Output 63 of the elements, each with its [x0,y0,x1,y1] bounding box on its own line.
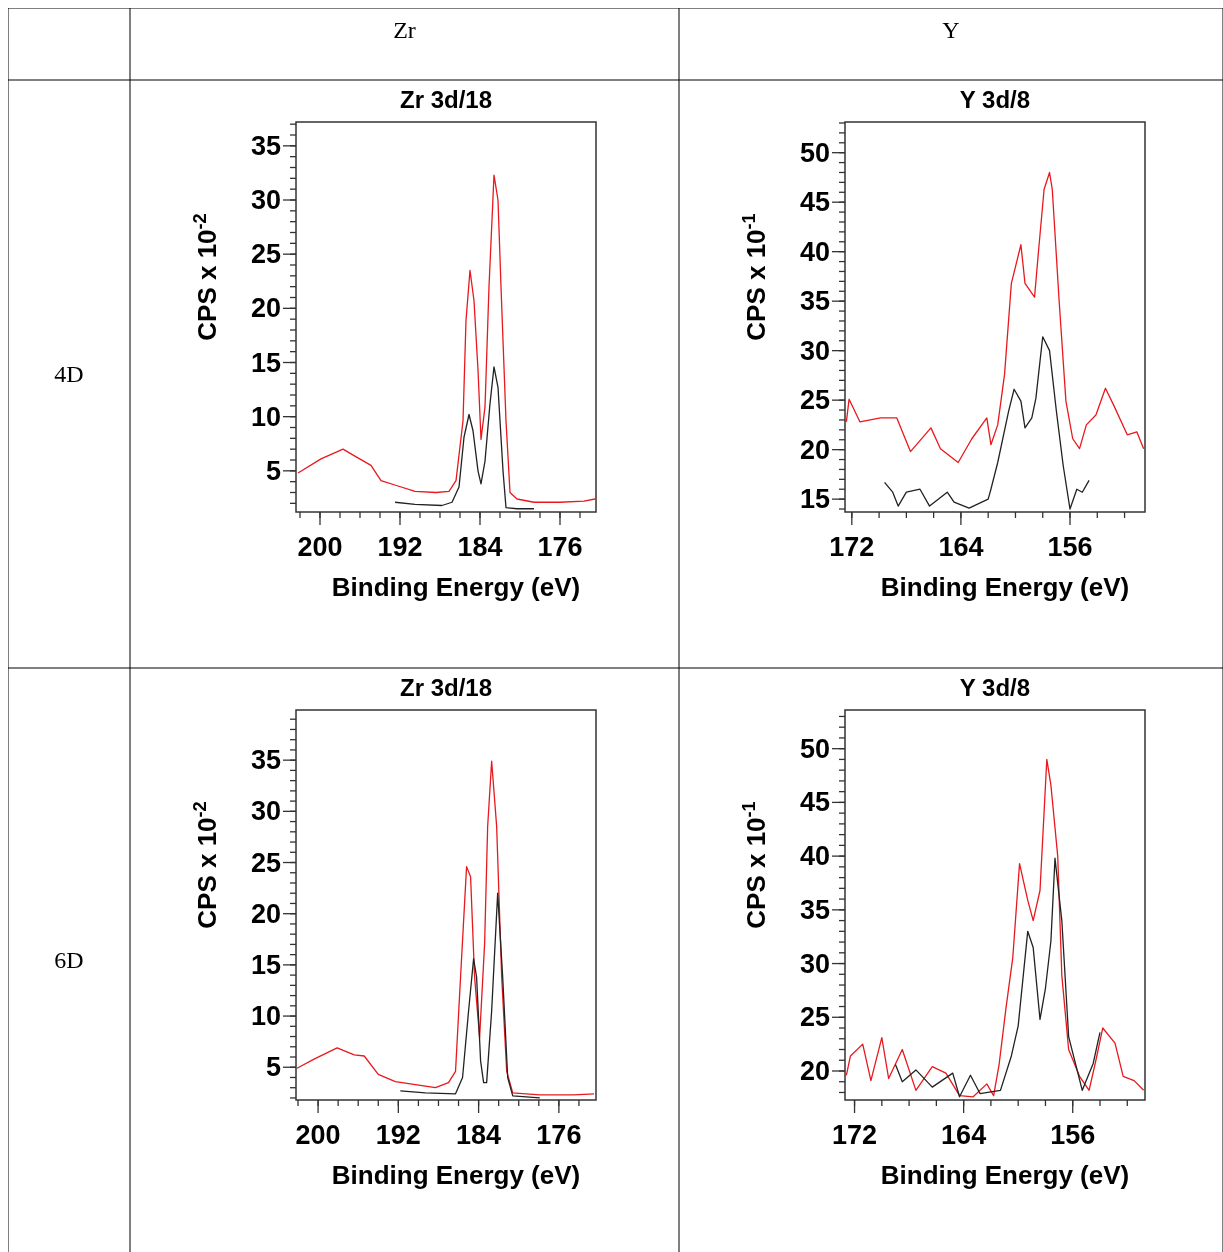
y-tick-label: 35 [799,286,830,317]
x-tick-label: 200 [295,1120,341,1150]
x-tick-label: 184 [457,532,503,562]
line-series [394,366,535,510]
y-tick-label: 10 [250,1001,281,1032]
x-tick-label: 164 [941,1120,987,1150]
y-tick-label: 45 [799,187,830,218]
y-tick-label: 15 [799,484,830,515]
y-tick-label: 50 [799,137,830,168]
y-tick-label: 40 [799,236,830,267]
x-tick-label: 200 [297,532,343,562]
y-tick-label: 30 [799,335,830,366]
y-tick-label: 20 [250,293,281,324]
chart-title: Y 3d/8 [959,86,1031,113]
x-axis-title: Binding Energy (eV) [331,1160,581,1190]
y-tick-label: 25 [250,239,281,270]
x-axis-title: Binding Energy (eV) [880,1160,1130,1190]
line-series [297,174,596,503]
y-tick-label: 40 [799,841,830,872]
y-tick-label: 10 [250,401,281,432]
line-series [296,760,595,1096]
line-series [399,892,541,1099]
y-tick-label: 30 [250,185,281,215]
x-tick-label: 184 [456,1120,502,1150]
line-series [845,758,1145,1098]
y-tick-label: 45 [799,787,830,818]
y-tick-label: 15 [250,949,281,980]
x-tick-label: 176 [536,1120,582,1150]
chart-title: Zr 3d/18 [399,86,493,113]
line-series [894,857,1101,1098]
y-tick-label: 25 [250,847,281,878]
x-tick-label: 164 [938,532,984,562]
y-tick-label: 20 [799,1055,830,1086]
y-tick-label: 35 [250,745,281,776]
y-tick-label: 5 [265,455,281,486]
x-tick-label: 172 [829,532,875,562]
x-tick-label: 192 [375,1120,421,1150]
y-tick-label: 50 [799,733,830,764]
x-axis-title: Binding Energy (eV) [331,572,581,602]
y-tick-label: 15 [250,347,281,378]
y-tick-label: 30 [250,796,281,827]
x-tick-label: 192 [377,532,423,562]
text: Y [942,17,960,43]
y-tick-label: 25 [799,385,830,416]
text: 6D [54,947,84,973]
x-tick-label: 156 [1050,1120,1096,1150]
x-tick-label: 176 [537,532,583,562]
x-axis-title: Binding Energy (eV) [880,572,1130,602]
chart-title: Y 3d/8 [959,674,1031,701]
y-tick-label: 20 [250,898,281,929]
y-tick-label: 5 [265,1052,281,1083]
y-tick-label: 35 [799,894,830,925]
y-tick-label: 30 [799,948,830,979]
y-tick-label: 25 [799,1002,830,1033]
line-series [883,336,1090,510]
y-tick-label: 35 [250,130,281,161]
line-series [845,171,1145,464]
x-tick-label: 156 [1047,532,1093,562]
x-tick-label: 172 [832,1120,878,1150]
text: Zr [393,17,416,43]
chart-title: Zr 3d/18 [399,674,493,701]
y-tick-label: 20 [799,434,830,465]
text: 4D [54,361,84,387]
